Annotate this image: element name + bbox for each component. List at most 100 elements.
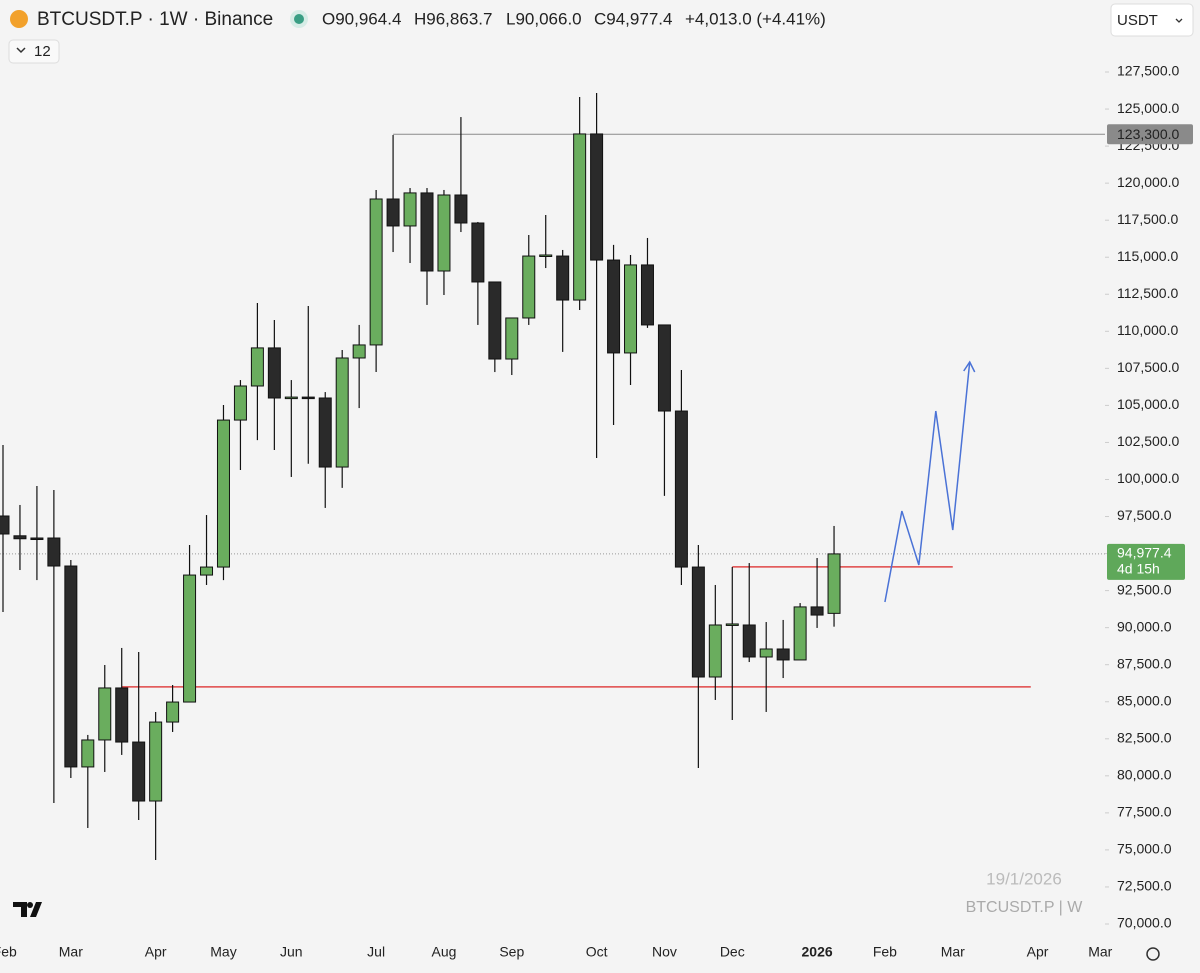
candle-body [233, 385, 247, 421]
plot: 70,000.0 72,500.0 75,000.0 77,500.0 80,000.0… [0, 63, 1193, 960]
x-tick-label: Dec [720, 944, 745, 960]
y-tick-label: 97,500.0 [1117, 507, 1172, 523]
candle-body [403, 192, 417, 227]
candle-body [488, 281, 502, 360]
ohlc-change: +4,013.0 (+4.41%) [685, 9, 826, 28]
x-tick-label: Oct [586, 944, 608, 960]
y-tick-label: 70,000.0 [1117, 915, 1172, 931]
candle-body [13, 535, 27, 540]
x-tick-label: Feb [873, 944, 897, 960]
y-tick-label: 92,500.0 [1117, 581, 1172, 597]
currency: USDT [1117, 12, 1158, 29]
candle-body [454, 194, 468, 224]
candle-body [607, 259, 621, 354]
candle-body [742, 624, 756, 658]
level-label-bg [1107, 124, 1193, 145]
y-tick-label: 90,000.0 [1117, 618, 1172, 634]
candle-body [149, 721, 163, 802]
x-tick-label: Apr [1027, 944, 1049, 960]
y-tick-label: 82,500.0 [1117, 729, 1172, 745]
chevron [16, 47, 26, 54]
candle-body [30, 537, 44, 541]
candle-body [183, 574, 197, 703]
ohlc-high: H96,863.7 [414, 9, 492, 28]
projection-arrow [963, 360, 976, 373]
y-tick-label: 75,000.0 [1117, 841, 1172, 857]
candle-body [759, 648, 773, 658]
watermark-symbol: BTCUSDT.P | W [966, 899, 1084, 916]
candle-body [793, 606, 807, 661]
candle-body [318, 397, 332, 468]
candle-body [573, 133, 587, 301]
candle-body [284, 396, 298, 400]
y-tick-label: 80,000.0 [1117, 767, 1172, 783]
ohlc-low: L90,066.0 [506, 9, 582, 28]
candle-body [776, 648, 790, 661]
candle-body [81, 739, 95, 768]
indicator-count: 12 [34, 43, 51, 60]
candle-body [539, 254, 553, 258]
coin-icon [10, 10, 28, 28]
x-tick-label: Jul [367, 944, 385, 960]
countdown: 4d 15h [1117, 561, 1160, 577]
candle-body [657, 324, 671, 412]
candle-body [708, 624, 722, 678]
candle-body [216, 419, 230, 568]
projection-path [884, 361, 971, 603]
y-tick-label: 72,500.0 [1117, 878, 1172, 894]
candle-body [250, 347, 264, 387]
y-tick-label: 110,000.0 [1117, 322, 1178, 338]
candle-body [115, 687, 129, 743]
header: BTCUSDT.P · 1W · Binance O90,964.4 H96,8… [8, 3, 1194, 64]
status-dot [294, 14, 304, 24]
y-tick-label: 120,000.0 [1117, 174, 1179, 190]
candle-body [98, 687, 112, 741]
y-tick-label: 127,500.0 [1117, 63, 1179, 79]
y-tick-label: 85,000.0 [1117, 692, 1172, 708]
x-tick-label: May [210, 944, 236, 960]
y-tick-label: 115,000.0 [1117, 248, 1178, 264]
price-label: 94,977.4 [1117, 545, 1172, 561]
ohlc-open: O90,964.4 [322, 9, 401, 28]
candle-body [301, 396, 315, 400]
indicator-toggle[interactable] [8, 39, 60, 64]
chevron [1175, 18, 1183, 23]
tv-logo-dot [27, 902, 33, 908]
candle-body [386, 198, 400, 227]
candle-body [420, 192, 434, 272]
x-tick-label: Jun [280, 944, 303, 960]
candle-body [369, 198, 383, 346]
settings-icon[interactable] [1146, 947, 1160, 961]
y-tick-label: 102,500.0 [1117, 433, 1179, 449]
candle-body [725, 623, 739, 626]
candle-body [132, 741, 146, 802]
x-tick-label: 2026 [802, 944, 833, 960]
candle-body [522, 255, 536, 319]
ohlc-close: C94,977.4 [594, 9, 672, 28]
candle-body [267, 347, 281, 399]
x-tick-label: Mar [1088, 944, 1112, 960]
y-tick-label: 112,500.0 [1117, 285, 1178, 301]
candle-body [335, 357, 349, 468]
candle-body [352, 344, 366, 359]
y-tick-label: 77,500.0 [1117, 804, 1172, 820]
candle-body [691, 566, 705, 678]
tv-logo [13, 902, 42, 917]
x-tick-label: Nov [652, 944, 677, 960]
candle-body [810, 606, 824, 616]
x-tick-label: Mar [59, 944, 83, 960]
y-tick-label: 117,500.0 [1117, 211, 1178, 227]
price-label-bg [1107, 543, 1185, 580]
x-tick-label: Aug [431, 944, 456, 960]
x-tick-label: Sep [499, 944, 524, 960]
candle-body [590, 133, 604, 261]
currency-select[interactable] [1110, 3, 1194, 37]
y-tick-label: 100,000.0 [1117, 470, 1179, 486]
candle-body [47, 537, 61, 567]
candle-body [624, 264, 638, 354]
y-tick-label: 107,500.0 [1117, 359, 1179, 375]
y-tick-label: 125,000.0 [1117, 100, 1179, 116]
candle-body [471, 222, 485, 283]
